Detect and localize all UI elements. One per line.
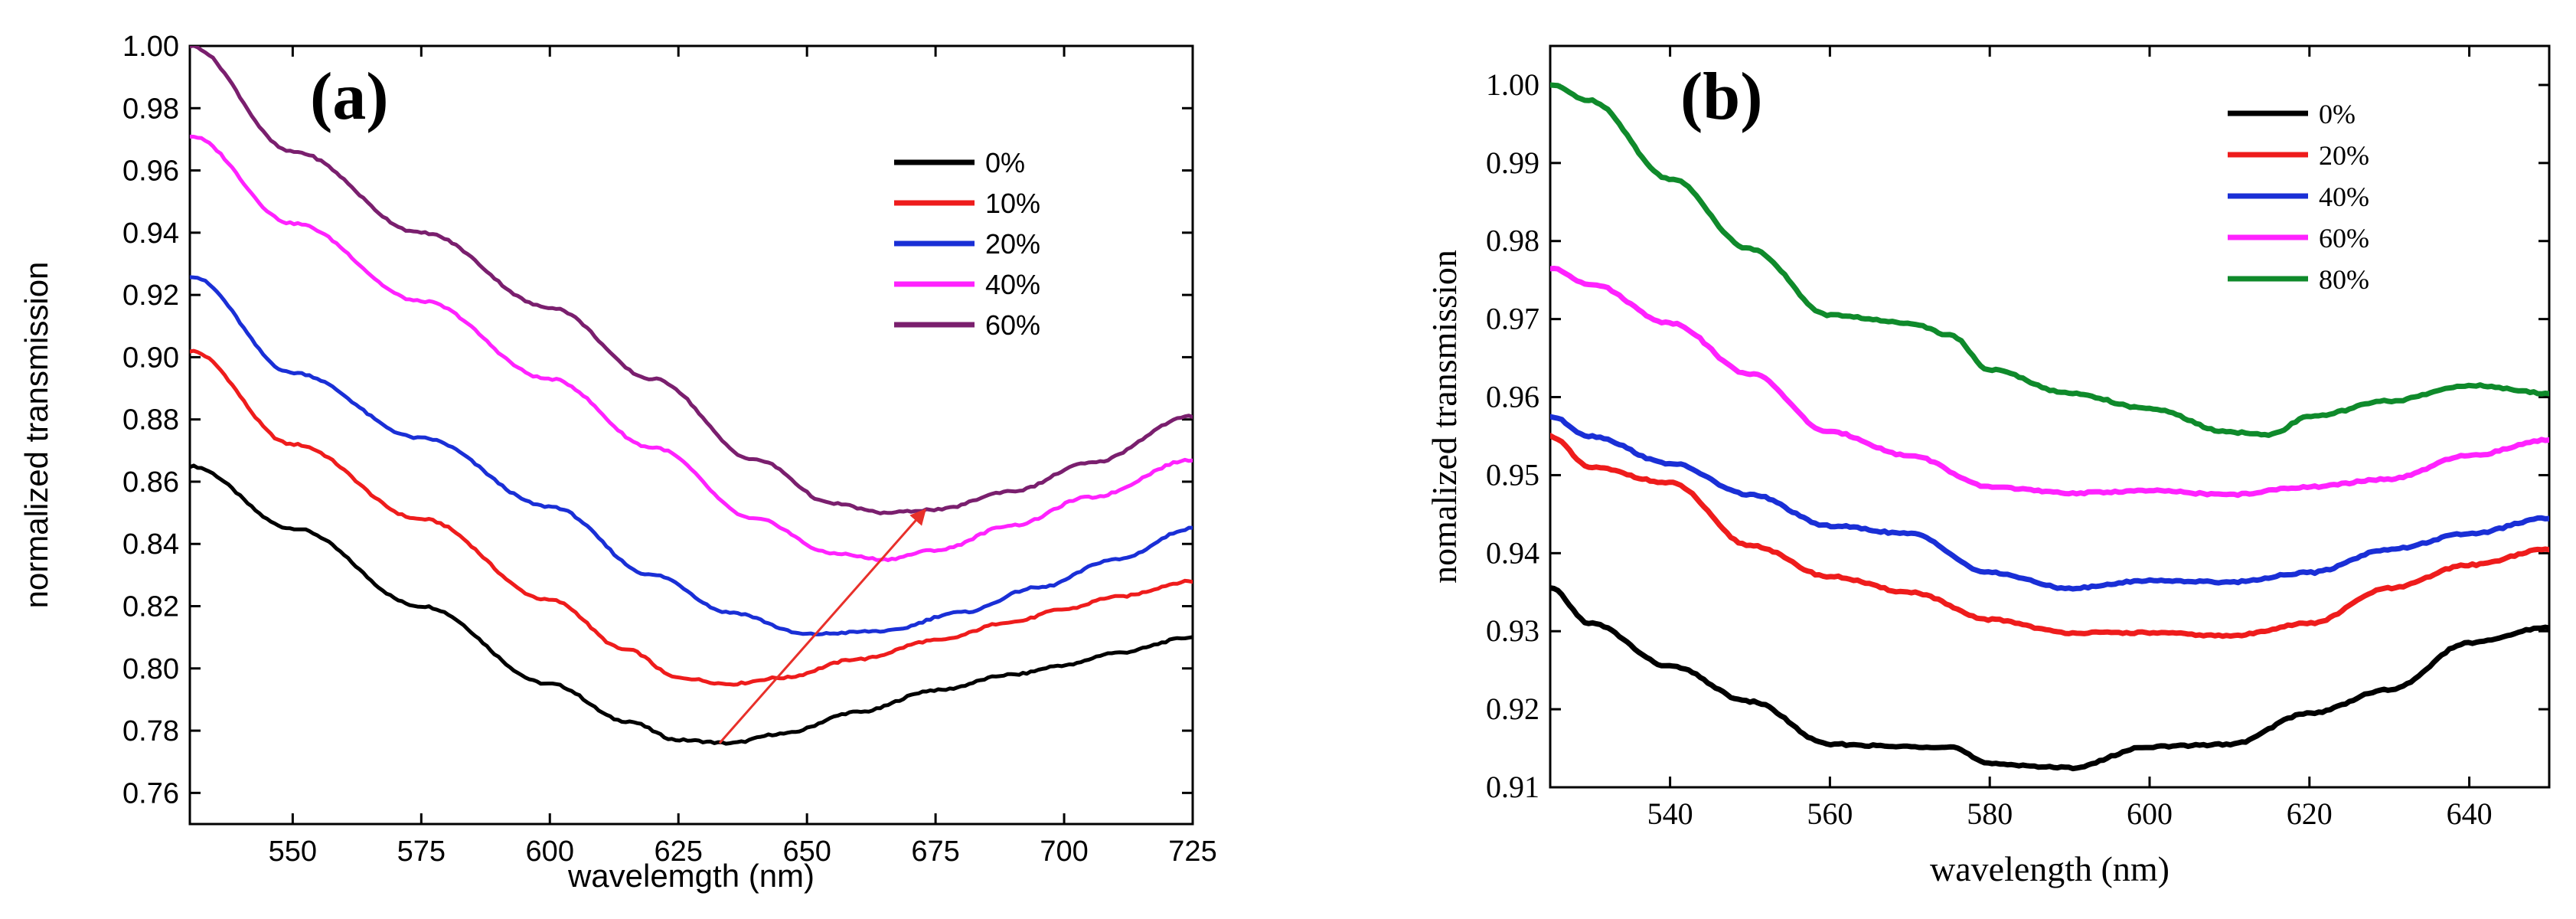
y-tick-label: 0.96	[122, 155, 179, 188]
series-line-60pct	[1550, 266, 2549, 499]
series-line-60pct	[190, 46, 1193, 515]
chart-b: 540 560 580 600 620 640 0.91 0.92 0.93 0.94 0.95 0.…	[1425, 44, 2551, 888]
y-tick-label: 0.94	[1486, 535, 1539, 570]
x-tick-label: 560	[1807, 796, 1853, 831]
legend-label: 40%	[985, 269, 1040, 300]
x-tick-label: 675	[911, 836, 959, 868]
x-tick-label: 625	[655, 836, 703, 868]
x-tick-label: 575	[397, 836, 446, 868]
legend-label: 10%	[985, 188, 1040, 219]
x-tick-label: 650	[782, 836, 831, 868]
y-tick-label: 0.95	[1486, 457, 1539, 492]
legend-label: 60%	[2319, 223, 2369, 253]
y-tick-label: 0.88	[122, 404, 179, 437]
legend-label: 40%	[2319, 182, 2369, 212]
legend-label: 60%	[985, 309, 1040, 341]
x-tick-label: 700	[1040, 836, 1088, 868]
series-group	[1550, 82, 2549, 772]
series-group	[190, 46, 1193, 746]
x-tick-label: 580	[1967, 796, 2013, 831]
y-tick-label: 0.86	[122, 466, 179, 499]
chart-a: 550 575 600 625 650 675 700 725 0.76 0.78 0.80 0.82…	[18, 31, 1217, 894]
legend-label: 0%	[2319, 99, 2356, 129]
y-tick-label: 0.84	[122, 528, 179, 561]
series-line-0pct	[1550, 585, 2549, 772]
y-tick-label: 0.92	[1486, 692, 1539, 726]
y-tick-label: 0.78	[122, 715, 179, 747]
y-axis-label: normalized transmission	[18, 262, 54, 609]
x-tick-label: 600	[2127, 796, 2173, 831]
series-line-40pct	[1550, 414, 2549, 592]
series-line-40pct	[190, 134, 1193, 562]
y-tick-label: 0.82	[122, 591, 179, 623]
x-axis-label: wavelength (nm)	[1930, 849, 2170, 888]
y-tick-label: 0.91	[1486, 770, 1539, 804]
panel-label: (a)	[310, 60, 389, 134]
y-tick-label: 1.00	[122, 31, 179, 63]
x-tick-label: 640	[2447, 796, 2493, 831]
y-tick-label: 0.98	[122, 93, 179, 125]
legend-label: 20%	[985, 228, 1040, 260]
series-line-10pct	[190, 348, 1193, 687]
panel-label: (b)	[1680, 60, 1763, 134]
y-tick-label: 1.00	[1486, 67, 1539, 102]
annotation-arrow	[718, 508, 927, 744]
y-tick-label: 0.98	[1486, 224, 1539, 258]
y-axis-label: nomalized transmission	[1425, 250, 1464, 584]
x-tick-label: 540	[1647, 796, 1693, 831]
x-tick-label: 600	[526, 836, 574, 868]
x-axis-label: wavelemgth (nm)	[567, 858, 815, 894]
x-tick-label: 550	[269, 836, 317, 868]
y-tick-label: 0.97	[1486, 302, 1539, 336]
legend-label: 20%	[2319, 140, 2369, 171]
y-tick-label: 0.80	[122, 653, 179, 685]
series-line-20pct	[190, 275, 1193, 636]
plot-frame	[188, 44, 1194, 826]
y-tick-label: 0.90	[122, 342, 179, 374]
y-tick-label: 0.94	[122, 217, 179, 250]
series-line-20pct	[1550, 433, 2549, 639]
y-tick-label: 0.99	[1486, 146, 1539, 180]
x-tick-label: 725	[1168, 836, 1216, 868]
series-line-0pct	[190, 463, 1193, 746]
x-tick-label: 620	[2287, 796, 2333, 831]
series-line-80pct	[1550, 82, 2549, 438]
y-tick-label: 0.76	[122, 777, 179, 809]
y-tick-label: 0.96	[1486, 380, 1539, 414]
legend-label: 0%	[985, 147, 1025, 178]
y-tick-label: 0.92	[122, 280, 179, 312]
y-tick-label: 0.93	[1486, 613, 1539, 648]
legend-label: 80%	[2319, 264, 2369, 295]
